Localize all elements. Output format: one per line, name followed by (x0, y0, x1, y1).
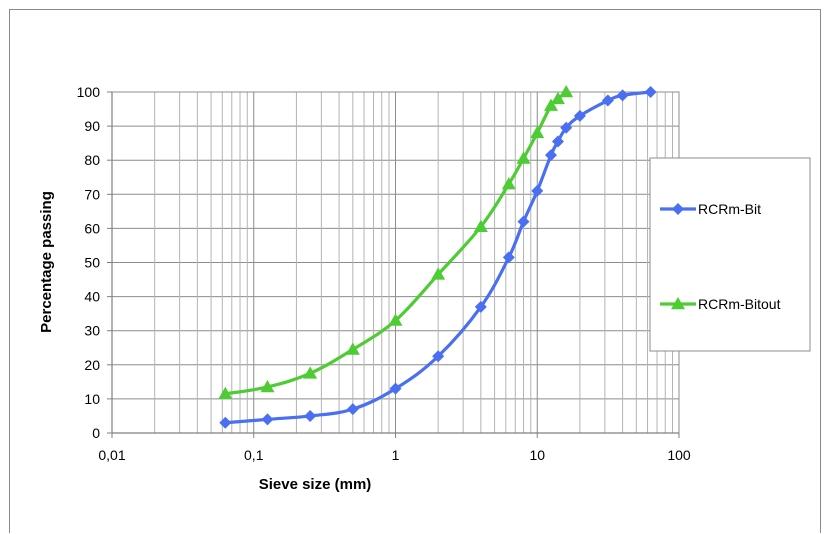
data-point-rcrm-bitout (516, 151, 531, 164)
x-tick-label: 100 (667, 447, 691, 463)
data-point-rcrm-bitout (303, 366, 318, 379)
legend-marker-rcrm-bit (672, 203, 684, 215)
series-group (218, 85, 657, 429)
data-point-rcrm-bit (544, 149, 557, 162)
y-tick-label: 90 (84, 118, 100, 134)
y-tick-label: 60 (84, 220, 100, 236)
legend-label-rcrm-bit: RCRm-Bit (698, 201, 761, 217)
x-axis-title: Sieve size (mm) (259, 476, 372, 493)
legend-marker-rcrm-bitout (671, 297, 685, 310)
data-point-rcrm-bit (304, 409, 317, 422)
y-tick-label: 10 (84, 391, 100, 407)
y-tick-label: 50 (84, 255, 100, 271)
data-point-rcrm-bit (261, 413, 274, 426)
data-point-rcrm-bit (531, 184, 544, 197)
legend-label-rcrm-bitout: RCRm-Bitout (698, 296, 781, 312)
y-axis-title: Percentage passing (38, 191, 55, 333)
legend: RCRm-Bit RCRm-Bitout (649, 157, 811, 352)
data-point-rcrm-bitout (530, 125, 545, 139)
y-tick-label: 30 (84, 323, 100, 339)
data-point-rcrm-bitout (543, 98, 558, 111)
data-point-rcrm-bit (432, 350, 445, 363)
axes: 0 10 20 30 40 50 60 70 80 90 100 0,01 0,1 1 10 100 Sieve… (38, 84, 691, 493)
x-tick-label: 0,01 (98, 447, 125, 463)
y-tick-label: 100 (77, 84, 101, 100)
data-point-rcrm-bitout (345, 342, 360, 355)
data-point-rcrm-bitout (559, 85, 574, 98)
data-point-rcrm-bit (502, 251, 515, 264)
data-point-rcrm-bitout (550, 91, 565, 105)
data-point-rcrm-bitout (473, 219, 488, 232)
y-tick-label: 20 (84, 357, 100, 373)
y-tick-label: 70 (84, 186, 100, 202)
data-point-rcrm-bit (601, 94, 614, 107)
data-point-rcrm-bit (474, 300, 487, 313)
data-point-rcrm-bitout (388, 313, 403, 326)
grid (111, 91, 680, 434)
x-tick-label: 1 (392, 447, 400, 463)
data-point-rcrm-bitout (431, 267, 446, 280)
data-point-rcrm-bit (517, 215, 530, 228)
chart-frame (9, 9, 821, 533)
data-point-rcrm-bit (616, 89, 629, 102)
data-point-rcrm-bit (346, 403, 359, 416)
x-tick-label: 0,1 (244, 447, 264, 463)
data-point-rcrm-bit (644, 86, 657, 98)
y-tick-label: 80 (84, 152, 100, 168)
data-point-rcrm-bit (389, 382, 402, 395)
data-point-rcrm-bit (551, 135, 564, 148)
data-point-rcrm-bit (560, 121, 573, 134)
data-point-rcrm-bitout (218, 386, 233, 400)
data-point-rcrm-bitout (501, 177, 516, 190)
legend-box (649, 157, 811, 352)
data-point-rcrm-bit (573, 109, 586, 122)
x-tick-label: 10 (529, 447, 545, 463)
data-point-rcrm-bitout (260, 379, 275, 393)
y-tick-label: 40 (84, 289, 100, 305)
data-point-rcrm-bit (219, 416, 232, 429)
y-tick-label: 0 (92, 425, 100, 441)
